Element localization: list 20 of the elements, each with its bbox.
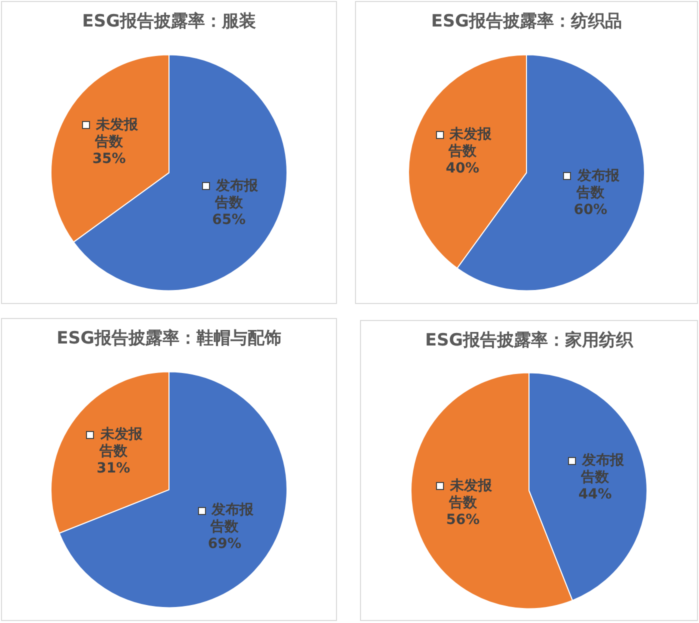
slice-label: 发布报告数 — [210, 502, 255, 536]
slice-label: 未发报告数 — [448, 478, 493, 511]
data-label: 60% — [574, 202, 608, 218]
data-label: 40% — [446, 160, 480, 177]
data-label: 31% — [96, 460, 130, 477]
data-label: 69% — [208, 536, 242, 552]
data-label: 35% — [92, 150, 126, 167]
chart-title: ESG报告披露率：服装 — [82, 12, 256, 32]
data-label: 44% — [578, 486, 612, 503]
chart-title: ESG报告披露率：纺织品 — [431, 12, 622, 32]
slice-label: 未发报告数 — [94, 116, 140, 150]
slice-label: 未发报告数 — [448, 126, 493, 160]
data-label: 56% — [446, 512, 480, 528]
chart-title: ESG报告披露率：家用纺织 — [425, 330, 634, 351]
slice-label: 发布报告数 — [575, 168, 620, 202]
slice-label: 发布报告数 — [214, 178, 259, 211]
data-label: 65% — [212, 212, 246, 228]
slice-label: 未发报告数 — [98, 426, 144, 460]
slice-label: 发布报告数 — [580, 452, 626, 486]
chart-title: ESG报告披露率：鞋帽与配饰 — [56, 328, 282, 349]
